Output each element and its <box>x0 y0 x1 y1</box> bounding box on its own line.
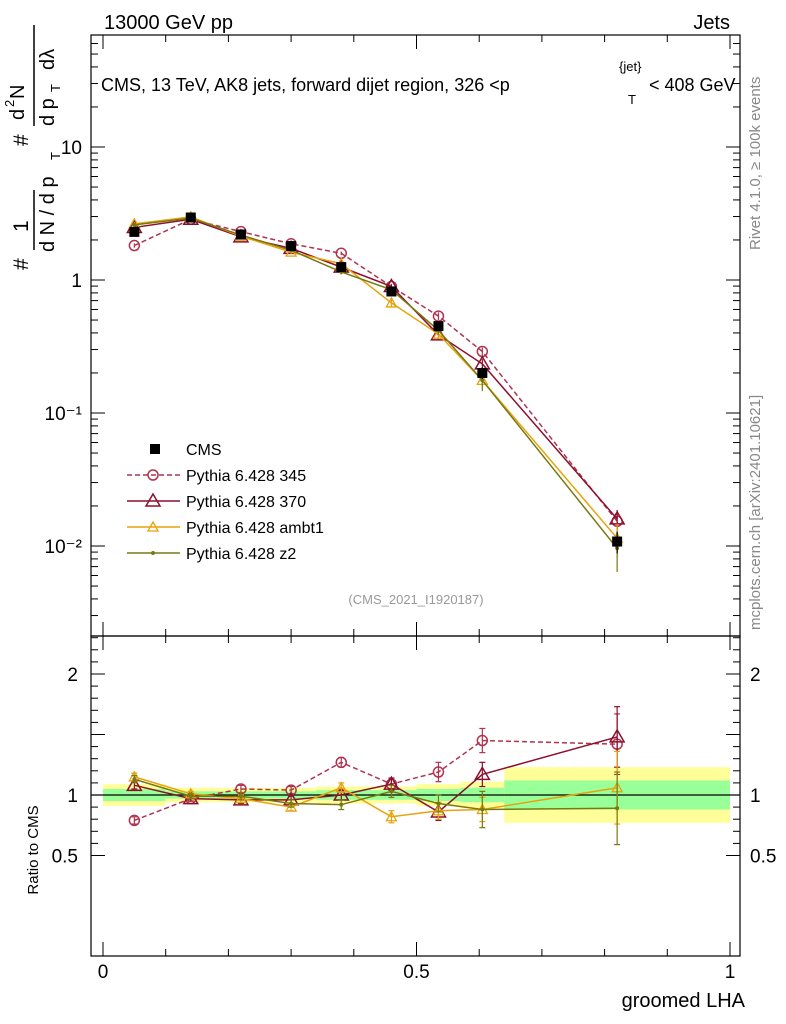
svg-text:dλ: dλ <box>37 49 59 70</box>
main-point <box>128 239 141 252</box>
header-right: Jets <box>693 12 730 34</box>
main-point <box>132 222 137 227</box>
ratio-point <box>126 776 143 792</box>
legend-marker <box>147 469 159 481</box>
rivet-label: Rivet 4.1.0, ≥ 100k events <box>747 77 764 250</box>
svg-text:T: T <box>48 84 63 92</box>
x-tick-label: 0.5 <box>403 962 429 983</box>
legend-marker <box>146 520 160 532</box>
analysis-id: (CMS_2021_I1920187) <box>348 592 483 607</box>
ratio-point <box>285 784 297 796</box>
ratio-point <box>339 802 344 807</box>
legend-marker <box>151 551 155 555</box>
x-tick-label: 0 <box>98 962 109 983</box>
ratio-tick-label-left: 0.5 <box>52 847 78 868</box>
ratio-point <box>128 814 141 827</box>
svg-text:d: d <box>7 109 29 120</box>
main-point <box>480 378 485 383</box>
ratio-tick-label-right: 0.5 <box>750 847 776 868</box>
y-tick-label: 10 <box>61 138 82 159</box>
ratio-tick-label-left: 2 <box>67 665 78 686</box>
main-point <box>432 310 445 322</box>
y-tick-label: 10⁻² <box>45 537 83 558</box>
svg-text:N: N <box>7 85 29 99</box>
svg-text:#: # <box>10 134 33 146</box>
legend-label: Pythia 6.428 345 <box>186 468 306 485</box>
ratio-tick-label-right: 1 <box>750 786 761 807</box>
svg-text:< 408 GeV: < 408 GeV <box>649 75 736 95</box>
legend-marker-data <box>150 444 160 454</box>
svg-text:#: # <box>10 258 33 270</box>
legend-label: Pythia 6.428 ambt1 <box>186 520 324 537</box>
ratio-point <box>335 781 348 793</box>
ratio-point <box>480 807 485 812</box>
svg-text:1: 1 <box>10 220 33 232</box>
ratio-point <box>385 810 398 822</box>
ratio-point <box>132 777 137 782</box>
mcplots-label: mcplots.cern.ch [arXiv:2401.10621] <box>747 395 764 630</box>
data-point <box>433 321 444 332</box>
data-point <box>477 367 488 378</box>
legend-label-data: CMS <box>186 442 222 459</box>
ratio-point <box>476 734 489 747</box>
ratio-point <box>234 792 248 804</box>
data-point <box>386 286 397 297</box>
data-point <box>185 212 196 223</box>
svg-text:d p: d p <box>37 98 59 126</box>
main-point <box>385 296 398 308</box>
ratio-point <box>608 728 626 743</box>
ratio-point <box>335 756 348 769</box>
ratio-y-label: Ratio to CMS <box>25 805 42 894</box>
header-left: 13000 GeV pp <box>104 12 233 34</box>
svg-text:T: T <box>628 92 636 107</box>
main-series <box>126 210 626 573</box>
axis-ticks: 0 0.5 1 10 1 10⁻¹ 10⁻² 2 2 1 1 0.5 0.5 <box>45 35 776 983</box>
ratio-point <box>389 789 394 794</box>
data-point <box>235 229 246 240</box>
chart-title: CMS, 13 TeV, AK8 jets, forward dijet reg… <box>101 59 736 107</box>
ratio-point <box>615 806 620 811</box>
svg-text:{jet}: {jet} <box>619 59 642 74</box>
x-tick-label: 1 <box>725 962 736 983</box>
y-tick-label: 1 <box>71 271 82 292</box>
ratio-tick-label-left: 1 <box>67 786 78 807</box>
ratio-point <box>238 794 243 799</box>
ratio-series <box>126 706 626 846</box>
legend: CMS Pythia 6.428 345 Pythia 6.428 370 Pythi… <box>127 442 324 563</box>
x-axis-label: groomed LHA <box>622 990 746 1012</box>
legend-label: Pythia 6.428 z2 <box>186 546 296 563</box>
legend-marker <box>144 492 162 507</box>
svg-text:d N / d p: d N / d p <box>37 176 59 252</box>
ratio-point <box>436 801 441 806</box>
data-point <box>612 536 623 547</box>
ratio-point <box>432 766 445 778</box>
ratio-tick-label-right: 2 <box>750 665 761 686</box>
ratio-point <box>188 794 193 799</box>
ratio-plot-frame <box>90 635 741 957</box>
data-point <box>286 241 297 252</box>
y-axis-label: # 1 d N / d p T # d 2 N d p T dλ <box>2 25 63 270</box>
legend-label: Pythia 6.428 370 <box>186 494 306 511</box>
svg-text:2: 2 <box>2 100 17 107</box>
svg-text:T: T <box>48 152 63 160</box>
data-point <box>129 226 140 237</box>
y-tick-label: 10⁻¹ <box>45 404 83 425</box>
ratio-point <box>289 801 294 806</box>
ratio-point <box>432 804 445 816</box>
ratio-point <box>474 765 491 781</box>
data-point <box>336 262 347 273</box>
svg-text:CMS, 13 TeV, AK8 jets, forward: CMS, 13 TeV, AK8 jets, forward dijet reg… <box>101 75 510 95</box>
